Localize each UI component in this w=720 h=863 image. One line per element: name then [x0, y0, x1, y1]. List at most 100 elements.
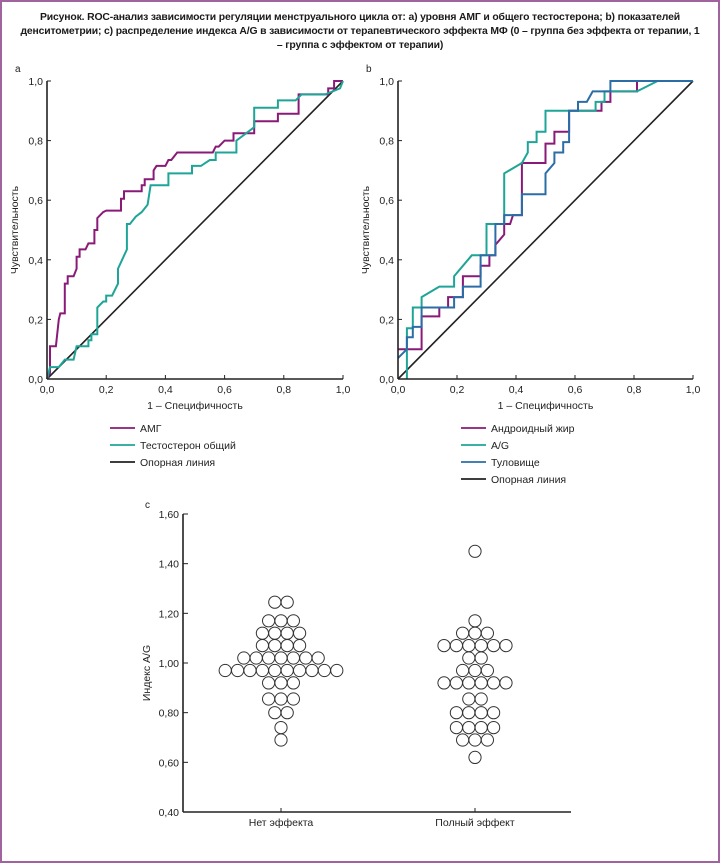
data-point — [330, 663, 344, 678]
data-point — [449, 721, 463, 735]
data-point — [286, 614, 300, 628]
data-point — [268, 626, 282, 640]
y-tick-label: 0,2 — [379, 314, 394, 326]
data-point — [274, 651, 288, 665]
figure-caption: Рисунок. ROC-анализ зависимости регуляци… — [20, 12, 700, 51]
data-point — [268, 639, 282, 653]
x-tick-label: 0,4 — [158, 384, 173, 396]
y-tick-label: 1,0 — [379, 76, 394, 88]
y-tick-label: 1,60 — [159, 509, 180, 521]
data-point — [305, 663, 319, 678]
data-point — [317, 663, 331, 678]
data-point — [268, 663, 282, 678]
data-point — [262, 651, 276, 665]
y-tick-label: 0,6 — [28, 195, 43, 207]
legend-label: Туловище — [491, 457, 540, 469]
data-point — [255, 626, 269, 640]
data-point — [237, 651, 251, 665]
data-point — [480, 626, 494, 640]
y-tick-label: 0,4 — [28, 255, 43, 267]
x-tick-label: 0,2 — [450, 384, 465, 396]
data-point — [268, 706, 282, 720]
data-point — [462, 706, 476, 720]
x-tick-label: 1,0 — [336, 384, 351, 396]
y-axis-title: Индекс A/G — [141, 645, 153, 701]
series-line-2 — [397, 80, 693, 359]
data-point — [299, 651, 313, 665]
data-point — [437, 639, 451, 653]
data-point — [487, 721, 501, 735]
roc-chart-b: b 0,0 0,2 0,4 0,6 0,8 1,0 0,0 0,2 0,4 0,6 0,8 1,0 1 –… — [360, 64, 700, 486]
data-point — [437, 676, 451, 690]
y-tick-label: 0,0 — [379, 374, 394, 386]
data-point — [274, 692, 288, 706]
x-tick-label: 0,2 — [99, 384, 114, 396]
y-tick-label: 0,6 — [379, 195, 394, 207]
data-point — [474, 639, 488, 653]
data-point — [487, 706, 501, 720]
y-axis-title: Чувствительность — [9, 185, 21, 274]
data-point — [468, 750, 482, 765]
data-point — [480, 663, 494, 678]
legend-label: Опорная линия — [140, 457, 215, 469]
y-tick-label: 0,4 — [379, 255, 394, 267]
data-point — [468, 614, 482, 628]
x-tick-label: 0,6 — [568, 384, 583, 396]
data-point — [311, 651, 325, 665]
data-point — [255, 663, 269, 678]
data-point — [262, 692, 276, 706]
x-tick-label: 0,6 — [217, 384, 232, 396]
data-point — [468, 663, 482, 678]
data-point — [474, 692, 488, 706]
y-tick-label: 0,8 — [379, 136, 394, 148]
y-tick-label: 0,8 — [28, 136, 43, 148]
data-point — [462, 676, 476, 690]
series-line-reference — [397, 80, 694, 380]
data-point — [280, 663, 294, 678]
data-point — [468, 733, 482, 747]
y-axis-title: Чувствительность — [360, 185, 372, 274]
data-point — [487, 639, 501, 653]
x-tick-label: 0,4 — [509, 384, 524, 396]
data-point — [268, 595, 282, 609]
x-tick-label: 0,8 — [627, 384, 642, 396]
data-point — [280, 595, 294, 609]
data-point — [449, 639, 463, 653]
data-point — [474, 721, 488, 735]
data-point — [218, 663, 232, 678]
y-tick-label: 1,20 — [159, 608, 180, 620]
x-axis-title: 1 – Специфичность — [498, 400, 594, 412]
data-point — [456, 733, 470, 747]
y-tick-label: 0,60 — [159, 757, 180, 769]
legend-label: Андроидный жир — [491, 423, 575, 435]
data-point — [499, 676, 513, 690]
panel-label: c — [145, 500, 150, 511]
data-point — [274, 721, 288, 735]
data-point — [262, 614, 276, 628]
data-point — [456, 663, 470, 678]
series-line-1 — [46, 80, 344, 380]
x-tick-label: 0,0 — [391, 384, 406, 396]
data-point — [243, 663, 257, 678]
y-tick-label: 1,00 — [159, 658, 180, 670]
category-label: Полный эффект — [435, 817, 515, 829]
data-point — [474, 706, 488, 720]
data-point — [280, 706, 294, 720]
data-point — [449, 676, 463, 690]
roc-chart-a: a 0,0 0,2 0,4 0,6 0,8 1,0 0,0 0,2 0,4 0,6 0,8 1,0 1 –… — [9, 64, 350, 469]
y-tick-label: 0,0 — [28, 374, 43, 386]
dot-plot-c: c 0,40 0,60 0,80 1,00 1,20 1,40 1,60 Нет эффекта… — [141, 500, 571, 829]
x-axis-title: 1 – Специфичность — [147, 400, 243, 412]
y-tick-label: 1,40 — [159, 559, 180, 571]
y-tick-label: 0,80 — [159, 708, 180, 720]
category-label: Нет эффекта — [249, 817, 314, 829]
data-point — [499, 639, 513, 653]
data-point — [456, 626, 470, 640]
data-point — [480, 733, 494, 747]
data-point — [474, 676, 488, 690]
y-tick-label: 0,40 — [159, 807, 180, 819]
data-point — [286, 651, 300, 665]
y-tick-label: 1,0 — [28, 76, 43, 88]
